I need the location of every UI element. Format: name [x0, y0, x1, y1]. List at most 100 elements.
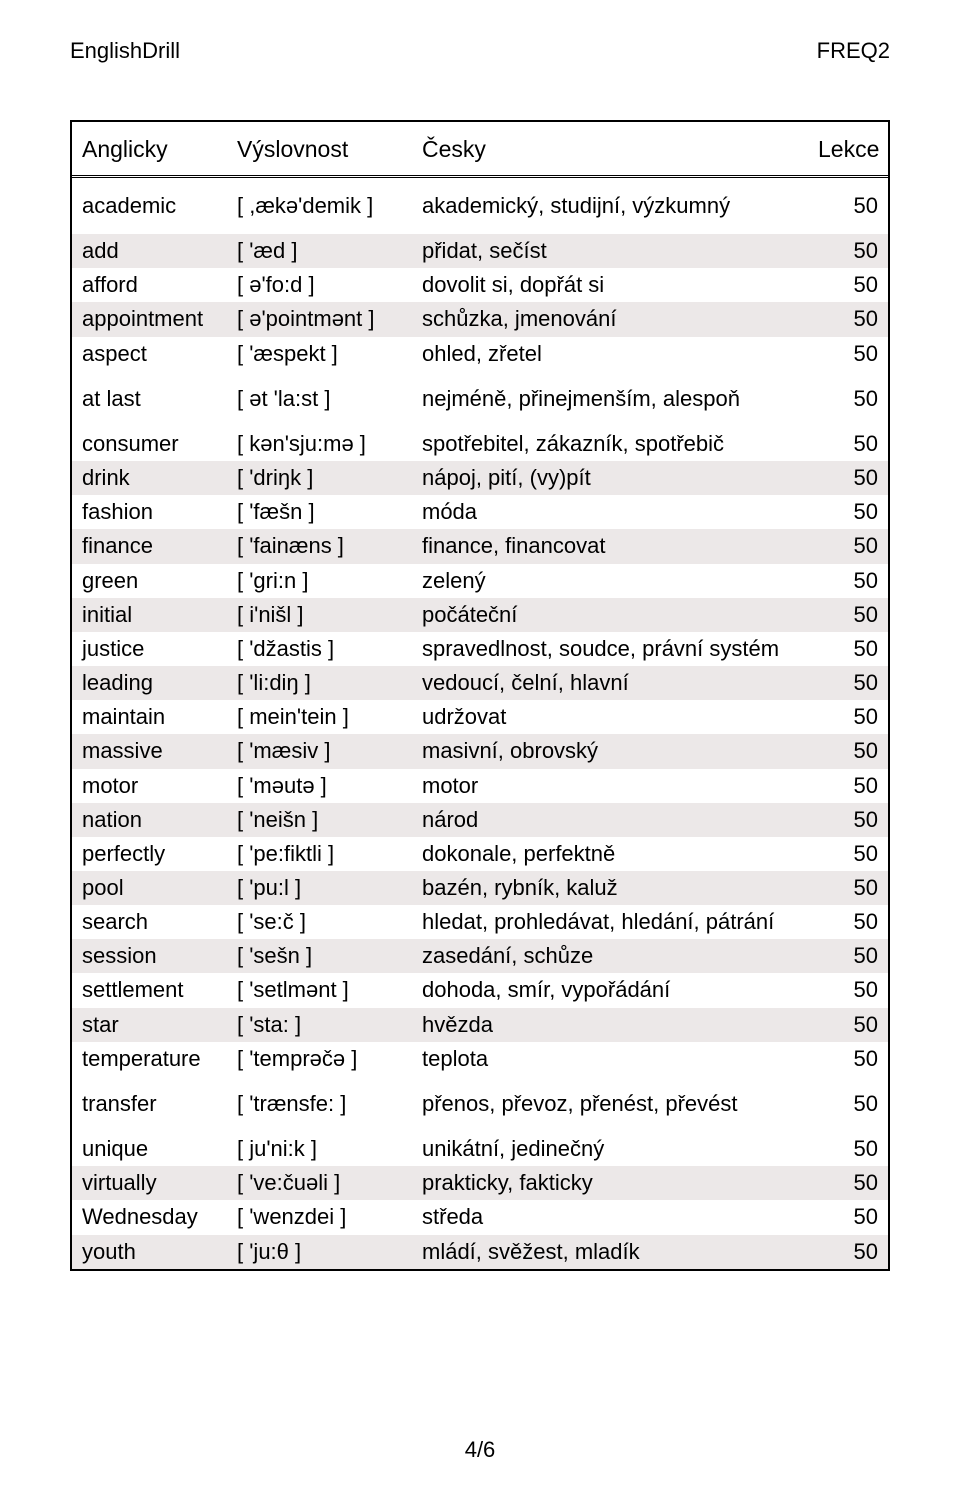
cell-lesson: 50 [808, 234, 888, 268]
table-row: massive[ 'mæsiv ]masivní, obrovský50 [72, 734, 888, 768]
table-row: virtually[ 've:čuəli ]prakticky, faktick… [72, 1166, 888, 1200]
cell-en: academic [72, 177, 227, 235]
cell-cz: spotřebitel, zákazník, spotřebič [412, 427, 808, 461]
cell-lesson: 50 [808, 1087, 888, 1132]
cell-en: leading [72, 666, 227, 700]
cell-pron: [ 'se:č ] [227, 905, 412, 939]
header-right: FREQ2 [817, 38, 890, 64]
cell-cz: motor [412, 769, 808, 803]
table-row: Wednesday[ 'wenzdei ]středa50 [72, 1200, 888, 1234]
cell-cz: vedoucí, čelní, hlavní [412, 666, 808, 700]
cell-cz: nápoj, pití, (vy)pít [412, 461, 808, 495]
cell-pron: [ 'fainæns ] [227, 529, 412, 563]
table-row: add[ 'æd ]přidat, sečíst50 [72, 234, 888, 268]
cell-en: at last [72, 382, 227, 427]
cell-pron: [ 've:čuəli ] [227, 1166, 412, 1200]
cell-pron: [ 'sešn ] [227, 939, 412, 973]
cell-lesson: 50 [808, 803, 888, 837]
table-row: perfectly[ 'pe:fiktli ]dokonale, perfekt… [72, 837, 888, 871]
cell-cz: nejméně, přinejmenším, alespoň [412, 382, 808, 427]
cell-lesson: 50 [808, 302, 888, 336]
cell-lesson: 50 [808, 939, 888, 973]
cell-lesson: 50 [808, 1166, 888, 1200]
cell-en: drink [72, 461, 227, 495]
cell-cz: mládí, svěžest, mladík [412, 1235, 808, 1269]
cell-lesson: 50 [808, 666, 888, 700]
table-body: academic[ ,ækə'demik ]akademický, studij… [72, 177, 888, 1269]
cell-lesson: 50 [808, 1042, 888, 1087]
page-footer: 4/6 [0, 1437, 960, 1463]
cell-en: appointment [72, 302, 227, 336]
cell-lesson: 50 [808, 871, 888, 905]
cell-en: maintain [72, 700, 227, 734]
cell-pron: [ 'driŋk ] [227, 461, 412, 495]
table-row: initial[ i'nišl ]počáteční50 [72, 598, 888, 632]
cell-en: nation [72, 803, 227, 837]
table-row: search[ 'se:č ]hledat, prohledávat, hled… [72, 905, 888, 939]
cell-cz: finance, financovat [412, 529, 808, 563]
cell-lesson: 50 [808, 905, 888, 939]
vocab-table-wrap: Anglicky Výslovnost Česky Lekce academic… [70, 120, 890, 1271]
cell-pron: [ 'li:diŋ ] [227, 666, 412, 700]
cell-lesson: 50 [808, 769, 888, 803]
cell-en: justice [72, 632, 227, 666]
cell-en: session [72, 939, 227, 973]
cell-pron: [ 'məutə ] [227, 769, 412, 803]
cell-cz: unikátní, jedinečný [412, 1132, 808, 1166]
cell-cz: dohoda, smír, vypořádání [412, 973, 808, 1007]
cell-en: green [72, 564, 227, 598]
table-row: temperature[ 'temprəčə ]teplota50 [72, 1042, 888, 1087]
cell-pron: [ 'setlmənt ] [227, 973, 412, 1007]
cell-cz: teplota [412, 1042, 808, 1087]
table-row: settlement[ 'setlmənt ]dohoda, smír, vyp… [72, 973, 888, 1007]
cell-lesson: 50 [808, 1200, 888, 1234]
cell-pron: [ 'gri:n ] [227, 564, 412, 598]
cell-en: transfer [72, 1087, 227, 1132]
cell-cz: móda [412, 495, 808, 529]
cell-lesson: 50 [808, 598, 888, 632]
cell-lesson: 50 [808, 973, 888, 1007]
table-row: aspect[ 'æspekt ]ohled, zřetel50 [72, 337, 888, 382]
col-lesson: Lekce [808, 122, 888, 177]
cell-cz: přenos, převoz, přenést, převést [412, 1087, 808, 1132]
cell-cz: zasedání, schůze [412, 939, 808, 973]
cell-pron: [ ,ækə'demik ] [227, 177, 412, 235]
cell-cz: hvězda [412, 1008, 808, 1042]
cell-cz: udržovat [412, 700, 808, 734]
cell-lesson: 50 [808, 837, 888, 871]
table-row: green[ 'gri:n ]zelený50 [72, 564, 888, 598]
table-row: justice[ 'džastis ]spravedlnost, soudce,… [72, 632, 888, 666]
cell-en: afford [72, 268, 227, 302]
cell-cz: dovolit si, dopřát si [412, 268, 808, 302]
cell-pron: [ 'fæšn ] [227, 495, 412, 529]
table-header-row: Anglicky Výslovnost Česky Lekce [72, 122, 888, 177]
cell-pron: [ 'æd ] [227, 234, 412, 268]
cell-lesson: 50 [808, 1132, 888, 1166]
cell-cz: středa [412, 1200, 808, 1234]
cell-en: unique [72, 1132, 227, 1166]
cell-pron: [ 'trænsfe: ] [227, 1087, 412, 1132]
cell-en: aspect [72, 337, 227, 382]
cell-pron: [ 'džastis ] [227, 632, 412, 666]
cell-lesson: 50 [808, 337, 888, 382]
cell-en: search [72, 905, 227, 939]
table-row: fashion[ 'fæšn ]móda50 [72, 495, 888, 529]
cell-pron: [ i'nišl ] [227, 598, 412, 632]
table-row: at last[ ət 'la:st ]nejméně, přinejmenší… [72, 382, 888, 427]
cell-pron: [ ət 'la:st ] [227, 382, 412, 427]
cell-cz: prakticky, fakticky [412, 1166, 808, 1200]
table-row: session[ 'sešn ]zasedání, schůze50 [72, 939, 888, 973]
cell-pron: [ 'neišn ] [227, 803, 412, 837]
cell-cz: spravedlnost, soudce, právní systém [412, 632, 808, 666]
cell-en: Wednesday [72, 1200, 227, 1234]
table-row: pool[ 'pu:l ]bazén, rybník, kaluž50 [72, 871, 888, 905]
cell-lesson: 50 [808, 734, 888, 768]
page-header: EnglishDrill FREQ2 [70, 38, 890, 64]
table-row: star[ 'sta: ]hvězda50 [72, 1008, 888, 1042]
cell-lesson: 50 [808, 1008, 888, 1042]
table-row: maintain[ mein'tein ]udržovat50 [72, 700, 888, 734]
table-row: consumer[ kən'sju:mə ]spotřebitel, zákaz… [72, 427, 888, 461]
cell-en: fashion [72, 495, 227, 529]
cell-cz: zelený [412, 564, 808, 598]
table-row: transfer[ 'trænsfe: ]přenos, převoz, pře… [72, 1087, 888, 1132]
